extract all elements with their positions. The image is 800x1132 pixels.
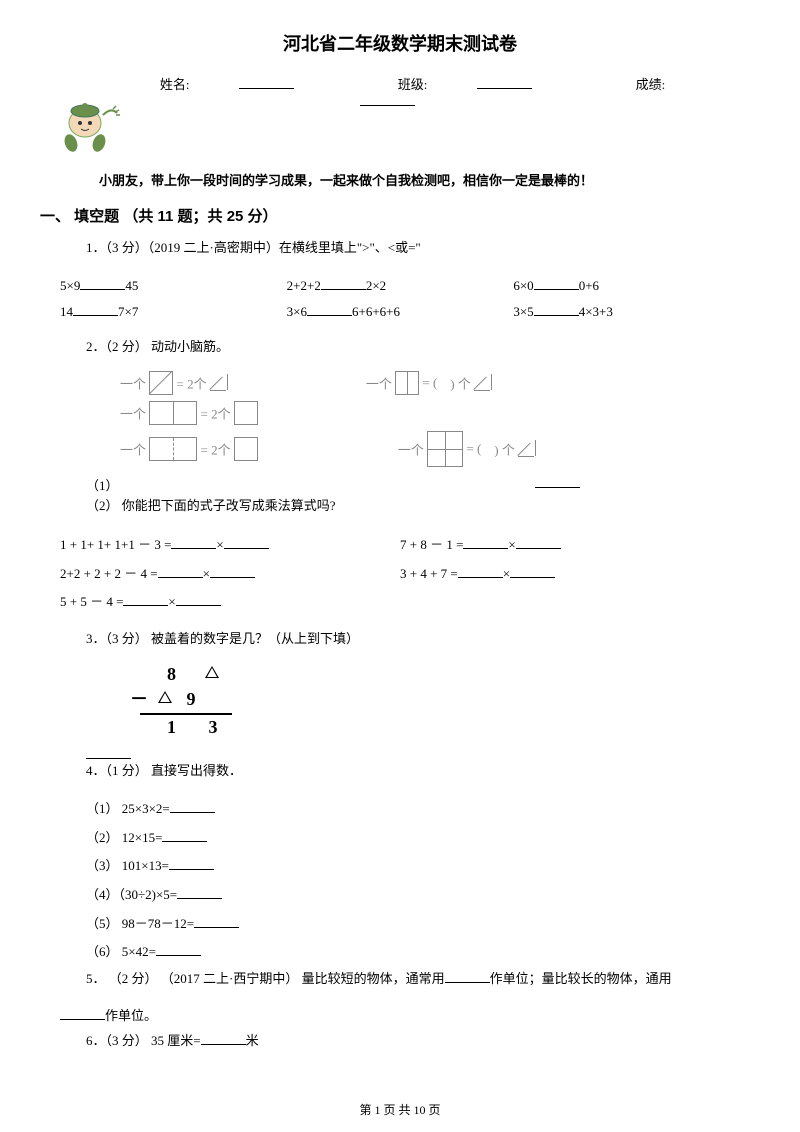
- q2-eq-row2: 2+2 + 2 + 2 － 4 =× 3 + 4 + 7 =×: [60, 560, 740, 589]
- shape-diagram: 一个 = 2个 一个 = ( ) 个 一个 = 2个 一个 = 2个 一个 = …: [120, 371, 740, 467]
- cartoon-icon: [55, 95, 125, 155]
- question-3-stem: 3．（3 分） 被盖着的数字是几？（从上到下填）: [60, 627, 740, 652]
- info-row: 姓名: 班级: 成绩:: [60, 74, 740, 110]
- question-2-stem: 2．（2 分） 动动小脑筋。: [60, 335, 740, 360]
- q2-eq-row1: 1 + 1+ 1+ 1+1 － 3 =× 7 + 8 － 1 =×: [60, 531, 740, 560]
- q4-3: （3） 101×13=: [60, 852, 740, 881]
- question-5: 5． （2 分） （2017 二上·西宁期中） 量比较短的物体，通常用作单位；量…: [60, 967, 740, 992]
- page-footer: 第 1 页 共 10 页: [0, 1101, 800, 1118]
- name-label: 姓名:: [160, 77, 190, 92]
- subtraction-diagram: 8 － 9 1 3: [130, 664, 740, 738]
- q4-5: （5） 98－78－12=: [60, 910, 740, 939]
- q4-6: （6） 5×42=: [60, 938, 740, 967]
- section-header-1: 一、 填空题 （共 11 题；共 25 分）: [40, 205, 740, 226]
- q5-end: 作单位。: [105, 1008, 157, 1023]
- q1-row2: 147×7 3×66+6+6+6 3×54×3+3: [60, 299, 740, 325]
- q4-2: （2） 12×15=: [60, 824, 740, 853]
- q2-eq-row3: 5 + 5 － 4 =×: [60, 588, 740, 617]
- intro-text: 小朋友，带上你一段时间的学习成果，一起来做个自我检测吧，相信你一定是最棒的！: [60, 170, 740, 189]
- question-1-stem: 1．（3 分）（2019 二上·高密期中）在横线里填上">"、<或=": [60, 236, 740, 261]
- question-6: 6．（3 分） 35 厘米=米: [60, 1029, 740, 1054]
- q2-sub2: （2） 你能把下面的式子改写成乘法算式吗?: [60, 494, 740, 519]
- class-label: 班级:: [398, 77, 428, 92]
- question-4-stem: 4．（1 分） 直接写出得数．: [60, 759, 740, 784]
- q4-4: （4）（30÷2)×5=: [60, 881, 740, 910]
- score-label: 成绩:: [636, 77, 666, 92]
- q2-sub1-label: （1）: [60, 475, 119, 494]
- page-title: 河北省二年级数学期末测试卷: [60, 30, 740, 56]
- q4-1: （1） 25×3×2=: [60, 795, 740, 824]
- q1-row1: 5×945 2+2+22×2 6×00+6: [60, 273, 740, 299]
